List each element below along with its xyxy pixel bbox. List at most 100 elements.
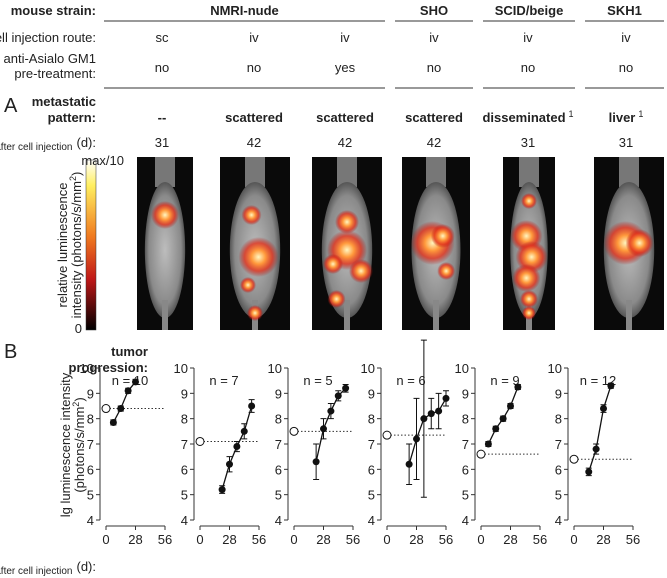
pattern: scattered [405,110,463,125]
y-tick-label: 4 [555,513,562,528]
pretreatment: no [155,60,169,75]
mouse-image [220,157,290,330]
strain: SKH1 [607,3,642,18]
series-line [112,381,136,423]
data-point [442,394,450,402]
row-label: pattern: [48,110,96,125]
data-point [484,440,492,448]
n-label: n = 7 [209,373,238,388]
text-part: ) [72,397,87,401]
pretreatment: no [247,60,261,75]
text-part: 1 [638,109,643,119]
text-part: after cell injection [0,566,73,577]
y-tick-label: 10 [268,361,282,376]
text-part: scattered [405,110,463,125]
series-line [315,387,347,462]
y-tick-label: 6 [462,462,469,477]
nose-cone [619,157,639,187]
data-point [592,445,600,453]
data-point [327,407,335,415]
text-part: (photons/s/mm [72,407,87,493]
y-tick-label: 4 [462,513,469,528]
y-tick-label: 4 [368,513,375,528]
data-point [585,468,593,476]
y-tick-label: 10 [455,361,469,376]
data-point [312,458,320,466]
panel-label: B [4,341,17,363]
signal [323,254,343,274]
y-tick-label: 8 [181,412,188,427]
signal [522,306,536,320]
baseline-point [569,454,579,464]
row-label: tafter cell injection(d): [0,134,96,153]
n-label: n = 10 [112,373,149,388]
nose-cone [337,157,357,187]
pretreatment: no [427,60,441,75]
row-label: cell injection route: [0,30,96,45]
time: 31 [521,135,535,150]
colorbar-label: intensity (photons/s/mm2) [68,172,84,319]
data-point [435,407,443,415]
data-point [413,435,420,443]
x-tick-label: 28 [503,532,517,547]
pretreatment: no [521,60,535,75]
signal [349,259,373,283]
y-tick-label: 7 [275,437,282,452]
data-point [132,378,139,386]
strain: SCID/beige [495,3,564,18]
y-tick-label: 5 [87,488,94,503]
data-point [124,387,132,395]
x-tick-label: 56 [346,532,360,547]
row-label: progression: [69,360,148,375]
y-tick-label: 10 [174,361,188,376]
y-tick-label: 7 [181,437,188,452]
x-tick-label: 0 [102,532,109,547]
data-point [420,415,428,423]
pattern: disseminated 1 [482,109,573,125]
signal [430,224,455,248]
pattern: liver 1 [609,109,644,125]
tail [626,300,632,330]
signal [241,205,262,225]
route: iv [340,30,350,45]
signal [327,290,346,308]
data-point [233,443,241,451]
pretreatment: no [619,60,633,75]
y-tick-label: 9 [555,386,562,401]
mouse-image [594,157,664,330]
series-line [588,385,612,473]
y-tick-label: 4 [181,513,188,528]
y-tick-label: 10 [80,361,94,376]
tail [162,300,168,330]
route: iv [523,30,533,45]
baseline-point [289,426,299,436]
strain: SHO [420,3,448,18]
tail [433,300,439,330]
row-label: tumor [111,344,148,359]
data-point [109,418,117,426]
y-tick-label: 6 [275,462,282,477]
signal [512,264,541,292]
n-label: n = 5 [303,373,332,388]
y-tick-label: 9 [275,386,282,401]
time: 42 [247,135,261,150]
signal [625,229,654,257]
time: 31 [155,135,169,150]
mouse-image [312,157,382,330]
mouse-image [503,157,555,330]
x-tick-label: 0 [570,532,577,547]
signal [520,290,538,308]
y-tick-label: 6 [555,462,562,477]
text-part: -- [158,110,167,125]
data-point [507,402,514,410]
y-tick-label: 10 [361,361,375,376]
row-label: mouse strain: [11,3,96,18]
n-label: n = 9 [490,373,519,388]
data-point [248,402,256,410]
data-point [226,460,233,468]
route: iv [249,30,259,45]
y-tick-label: 5 [275,488,282,503]
nose-cone [245,157,265,187]
nose-cone [426,157,446,187]
